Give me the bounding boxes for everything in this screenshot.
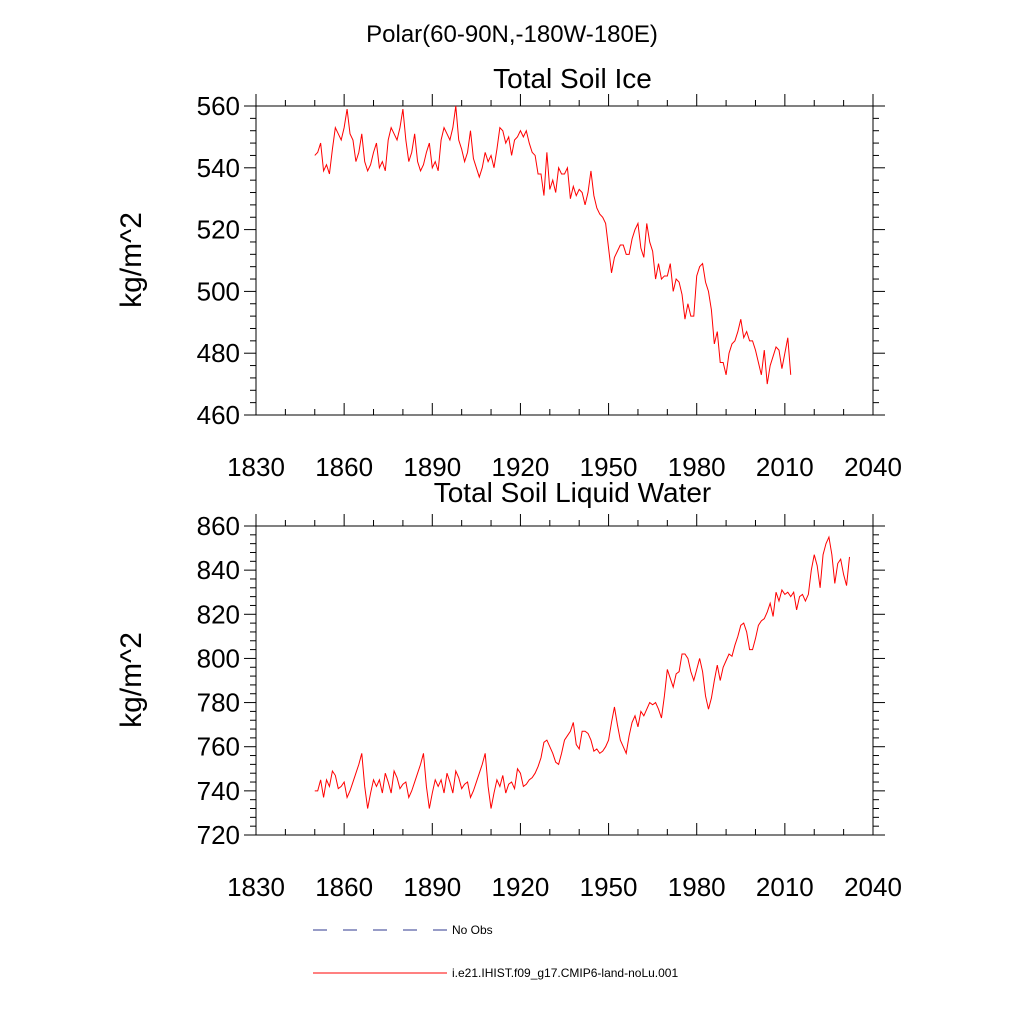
x-tick-label: 1890 [403,452,461,482]
y-tick-label: 860 [197,511,240,541]
x-tick-label: 1980 [668,872,726,902]
panel-total-soil-liquid-water: Total Soil Liquid Water kg/m^2 1830 1860 189… [115,477,902,902]
y-tick-label: 800 [197,643,240,673]
y-tick-label: 520 [197,215,240,245]
panel-total-soil-ice: Total Soil Ice kg/m^2 1830 1860 1890 1920 1950… [115,63,902,482]
x-tick-label: 1860 [315,452,373,482]
y-tick-label: 480 [197,338,240,368]
chart-title: Total Soil Ice [493,63,652,94]
x-tick-label: 1920 [492,452,550,482]
y-tick-label: 780 [197,688,240,718]
x-tick-label: 2010 [756,872,814,902]
x-tick-label: 1860 [315,872,373,902]
y-tick-label: 560 [197,91,240,121]
legend: No Obs i.e21.IHIST.f09_g17.CMIP6-land-no… [313,923,678,980]
x-tick-label: 1830 [227,872,285,902]
x-tick-label: 1830 [227,452,285,482]
x-tick-label: 1950 [580,872,638,902]
y-tick-label: 460 [197,400,240,430]
legend-label-no-obs: No Obs [452,923,493,937]
x-tick-label: 2040 [844,872,902,902]
plot-frame [255,105,874,416]
suptitle: Polar(60-90N,-180W-180E) [366,21,658,48]
plot-frame [255,525,874,836]
chart-title: Total Soil Liquid Water [434,477,712,508]
y-tick-label: 840 [197,555,240,585]
y-tick-label: 740 [197,776,240,806]
y-tick-label: 540 [197,153,240,183]
y-tick-label: 820 [197,599,240,629]
x-tick-label: 2040 [844,452,902,482]
y-axis-label: kg/m^2 [115,212,148,308]
legend-label-model: i.e21.IHIST.f09_g17.CMIP6-land-noLu.001 [452,966,678,980]
series-line [314,535,850,809]
x-tick-label: 1920 [492,872,550,902]
series-line [314,105,792,385]
x-tick-label: 1890 [403,872,461,902]
x-tick-label: 1980 [668,452,726,482]
y-tick-label: 500 [197,276,240,306]
y-tick-label: 720 [197,820,240,850]
x-tick-label: 1950 [580,452,638,482]
y-axis-label: kg/m^2 [115,632,148,728]
x-tick-label: 2010 [756,452,814,482]
y-tick-label: 760 [197,732,240,762]
